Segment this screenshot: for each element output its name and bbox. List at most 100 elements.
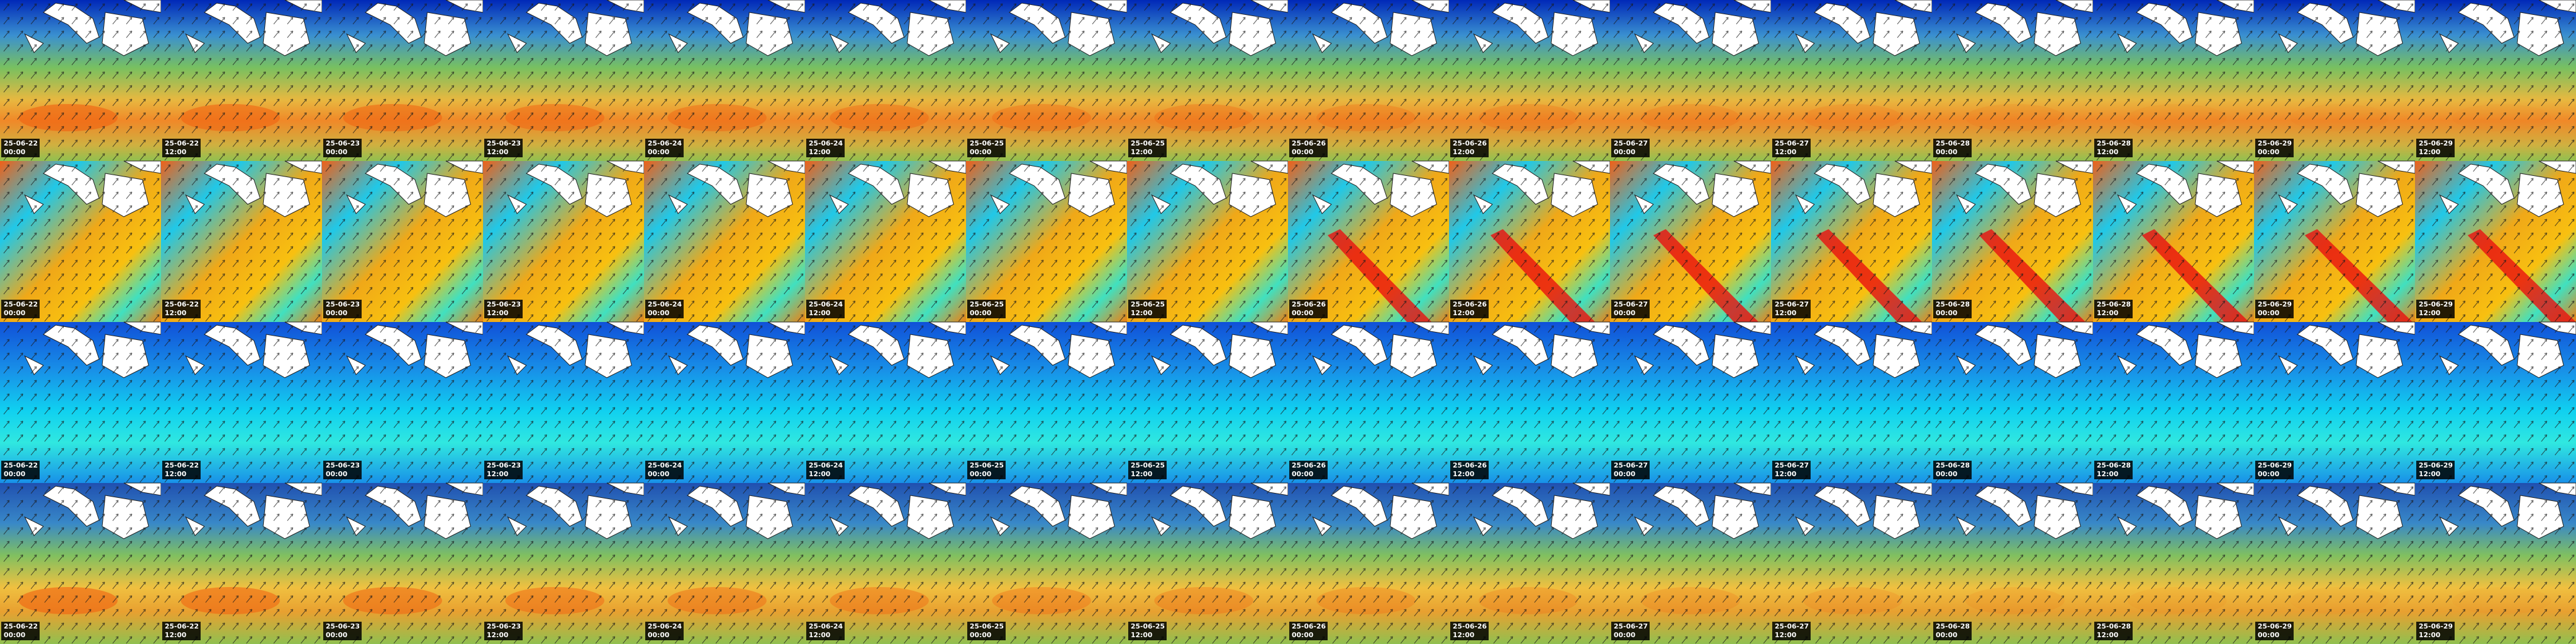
label-box: [323, 300, 362, 318]
wind-arrows: [1449, 0, 1610, 161]
frame-time: 12:00: [1453, 148, 1474, 156]
wind-arrows: [1610, 322, 1771, 483]
frame-time: 12:00: [1453, 631, 1474, 639]
frame-time: 12:00: [487, 631, 508, 639]
frame-time: 12:00: [165, 148, 186, 156]
frame-time: 12:00: [1775, 309, 1796, 317]
frame-date: 25-06-29: [2258, 139, 2292, 147]
frame-date: 25-06-22: [165, 139, 199, 147]
frame-time: 00:00: [4, 470, 25, 478]
frame-date: 25-06-27: [1775, 461, 1809, 469]
wind-arrows: [966, 161, 1127, 322]
frame-date: 25-06-26: [1453, 461, 1487, 469]
wind-arrows: [2093, 322, 2254, 483]
frame-time: 00:00: [2258, 470, 2279, 478]
label-box: [967, 461, 1006, 479]
wind-arrows: [2254, 0, 2415, 161]
label-box: [967, 622, 1006, 640]
label-box: [1128, 622, 1167, 640]
frame-date: 25-06-27: [1775, 300, 1809, 308]
frame-date: 25-06-27: [1614, 622, 1648, 630]
label-box: [484, 622, 523, 640]
label-box: [1289, 622, 1328, 640]
frame-time: 12:00: [809, 148, 830, 156]
frame-date: 25-06-24: [809, 461, 843, 469]
frame-time: 12:00: [809, 309, 830, 317]
label-box: [1611, 461, 1650, 479]
frame-time: 00:00: [970, 148, 991, 156]
frame-time: 12:00: [1131, 631, 1152, 639]
label-box: [2094, 622, 2133, 640]
frame-date: 25-06-28: [2097, 461, 2131, 469]
wind-arrows: [1127, 0, 1288, 161]
wind-arrows: [1127, 322, 1288, 483]
label-box: [2416, 300, 2455, 318]
frame-date: 25-06-25: [1131, 461, 1165, 469]
